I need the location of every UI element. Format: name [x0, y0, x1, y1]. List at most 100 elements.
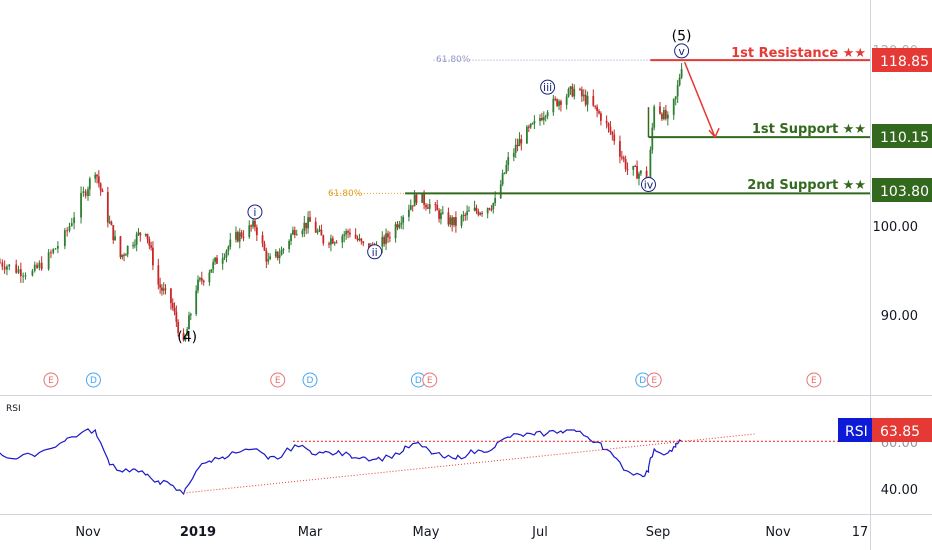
candle-body	[466, 211, 469, 216]
candle-body	[121, 254, 124, 258]
candle-body	[400, 222, 403, 225]
candle-body	[3, 266, 6, 270]
candle-body	[676, 84, 679, 97]
event-marker	[85, 372, 101, 388]
candle-body	[594, 105, 597, 107]
candle-body	[267, 259, 270, 262]
candle-body	[320, 229, 323, 236]
candle-body	[225, 250, 228, 258]
candle-body	[248, 225, 251, 237]
candle-body	[110, 221, 113, 226]
candle-body	[148, 239, 151, 246]
candle-body	[314, 221, 317, 233]
candle-body	[301, 230, 304, 235]
candle-body	[290, 234, 292, 241]
candle-body	[455, 217, 457, 226]
candle-body	[441, 212, 444, 214]
candle-body	[175, 311, 178, 322]
candle-body	[354, 234, 357, 239]
candle-body	[678, 77, 681, 85]
candle-body	[318, 229, 321, 232]
candle-body	[22, 275, 25, 277]
candle-body	[567, 88, 570, 97]
wave-label: ii	[372, 246, 378, 259]
candle-body	[573, 88, 576, 97]
candle-body	[358, 238, 361, 241]
candle-body	[542, 117, 545, 121]
candle-body	[84, 191, 87, 196]
candle-body	[80, 192, 82, 218]
event-label: D	[307, 376, 314, 386]
candle-body	[307, 217, 310, 229]
candle-body	[132, 245, 134, 247]
candle-body	[505, 164, 508, 173]
candle-body	[238, 232, 241, 242]
support1-label: 1st Support ★★	[752, 122, 866, 137]
candle-body	[634, 166, 637, 168]
event-label: E	[651, 376, 657, 386]
candle-body	[636, 166, 638, 179]
wave-circle	[674, 43, 690, 59]
candle-body	[620, 156, 623, 158]
candle-body	[341, 236, 344, 243]
candle-body	[600, 113, 602, 121]
time-axis[interactable]: Nov 2019 Mar May Jul Sep Nov 17	[75, 525, 868, 540]
candle-body	[101, 190, 104, 193]
candle-body	[210, 269, 213, 273]
candle-body	[288, 240, 291, 249]
candle-body	[368, 243, 370, 251]
candle-body	[385, 233, 387, 244]
wave-label: i	[253, 206, 256, 219]
event-label: E	[811, 376, 817, 386]
rsi-value-box: 63.85	[872, 418, 932, 442]
candle-body	[653, 106, 656, 128]
candle-body	[17, 269, 20, 273]
candle-body	[622, 157, 625, 160]
candle-body	[664, 110, 667, 119]
candle-body	[36, 264, 38, 268]
candle-body	[462, 214, 465, 216]
candle-body	[464, 214, 467, 216]
candle-body	[170, 288, 172, 303]
candle-body	[274, 251, 277, 257]
candle-body	[99, 183, 102, 191]
candle-body	[82, 191, 85, 193]
candle-body	[144, 233, 147, 236]
candle-body	[216, 257, 218, 264]
candle-body	[265, 250, 268, 262]
wave-label: iv	[644, 179, 654, 192]
candle-body	[331, 238, 334, 244]
candle-body	[661, 113, 663, 120]
candle-body	[195, 290, 198, 314]
candle-body	[514, 144, 517, 153]
rsi-axis[interactable]: 40.00 60.00	[881, 436, 918, 498]
candle-body	[269, 256, 272, 260]
candle-body	[235, 232, 237, 240]
candle-body	[328, 243, 330, 245]
candle-body	[571, 86, 574, 97]
time-label: May	[413, 525, 440, 540]
candle-body	[674, 96, 677, 100]
candle-body	[164, 288, 167, 290]
candle-body	[381, 236, 384, 247]
time-label: Nov	[765, 525, 791, 540]
candle-body	[398, 224, 401, 228]
candle-body	[501, 173, 504, 185]
candle-body	[529, 123, 532, 128]
candle-body	[580, 89, 583, 97]
rsi-name: RSI	[845, 424, 868, 440]
projection-arrow	[683, 61, 716, 138]
candle-body	[449, 217, 452, 225]
candle-body	[415, 194, 418, 203]
candle-body	[492, 203, 495, 210]
candle-body	[152, 247, 154, 266]
candle-body	[479, 212, 482, 215]
candle-body	[592, 95, 595, 106]
candle-body	[255, 227, 258, 236]
candle-body	[68, 225, 71, 231]
candle-body	[70, 223, 73, 226]
candle-body	[494, 198, 497, 204]
candle-body	[94, 174, 97, 179]
candle-body	[186, 329, 189, 336]
